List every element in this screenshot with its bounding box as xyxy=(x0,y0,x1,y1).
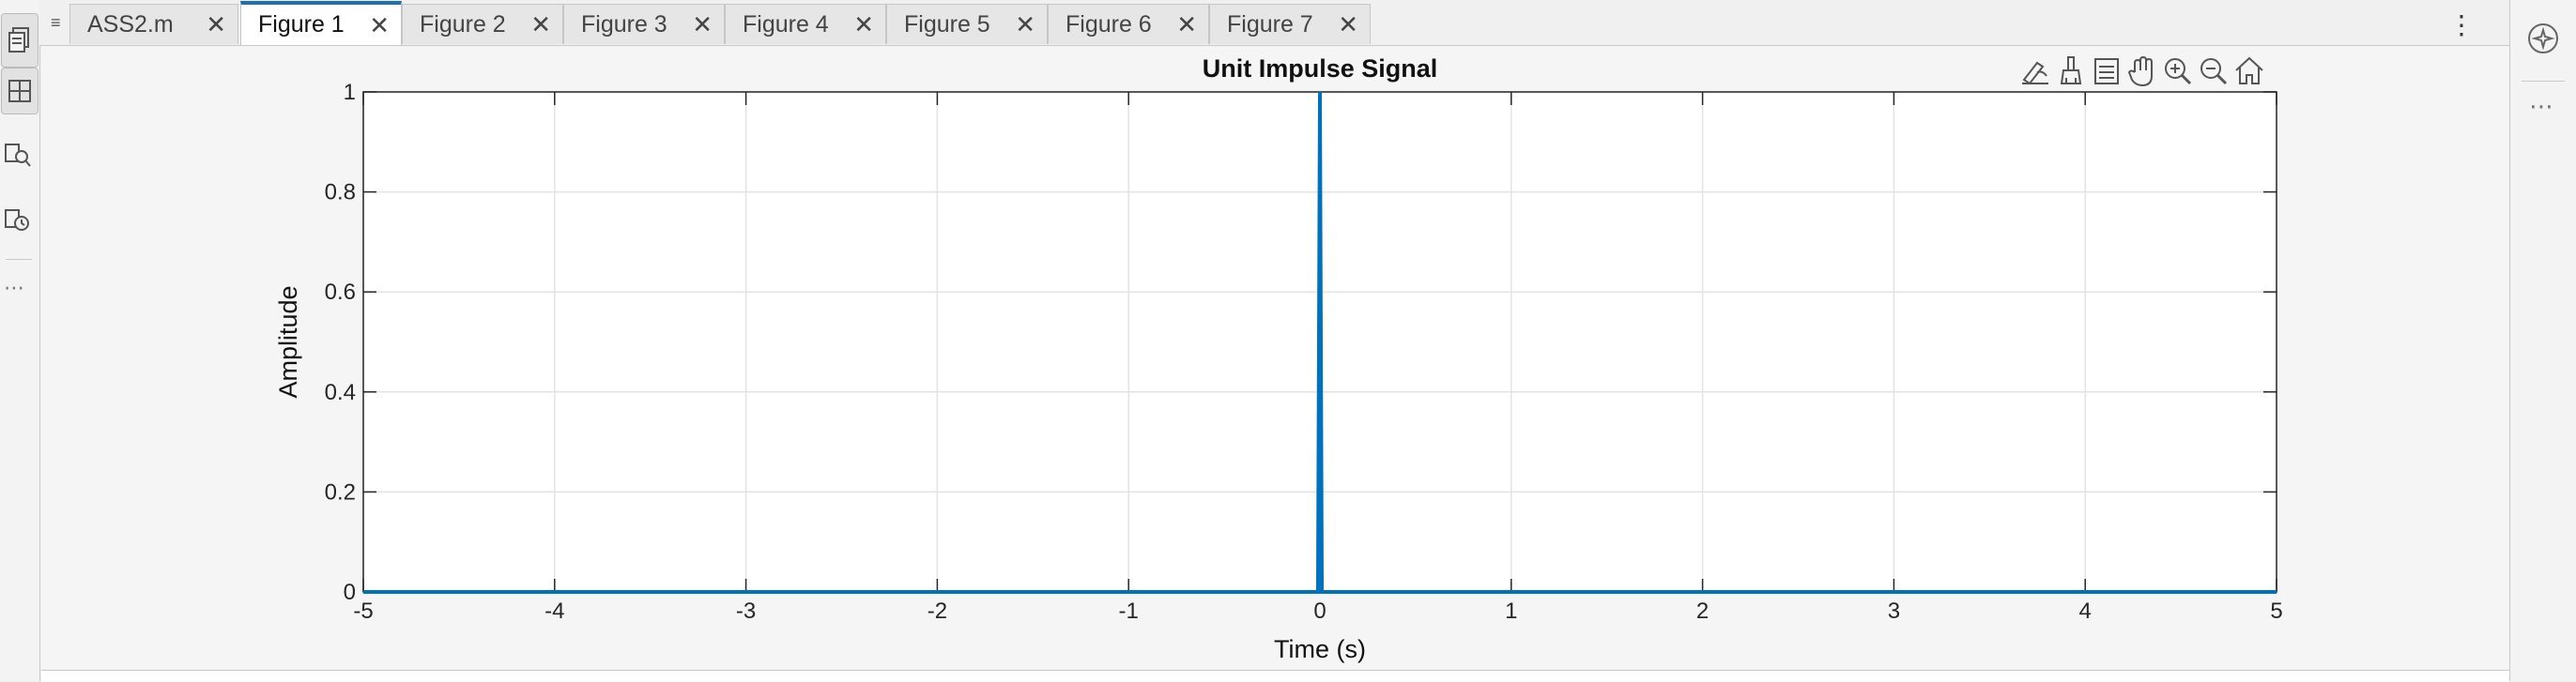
tab-figure-3[interactable]: Figure 3 ✕ xyxy=(563,4,725,44)
layout-icon[interactable] xyxy=(1,68,38,114)
axes-toolbar xyxy=(2016,52,2279,91)
brush-icon[interactable] xyxy=(2052,52,2090,91)
tab-label: Figure 3 xyxy=(581,10,667,38)
x-axis-label: Time (s) xyxy=(1274,635,1366,663)
close-icon[interactable]: ✕ xyxy=(1015,10,1035,38)
tab-figure-6[interactable]: Figure 6 ✕ xyxy=(1048,4,1209,44)
zoom-out-icon[interactable] xyxy=(2195,52,2232,91)
y-tick-label: 0.2 xyxy=(325,479,356,505)
more-icon[interactable]: ⋯ xyxy=(2529,92,2553,120)
figure-window: -5 -4 -3 -2 -1 0 1 2 3 4 5 0 0.2 0.4 0.6 0.8 1 Unit Impul… xyxy=(41,46,2510,670)
x-tick-label: -4 xyxy=(544,599,564,624)
tab-label: Figure 4 xyxy=(743,10,829,38)
tab-label: ASS2.m xyxy=(87,10,174,38)
x-tick-label: 5 xyxy=(2270,599,2282,624)
close-icon[interactable]: ✕ xyxy=(369,10,390,39)
status-strip xyxy=(41,670,2510,682)
tab-label: Figure 5 xyxy=(904,10,990,38)
more-icon[interactable]: ⋯ xyxy=(4,276,24,299)
tab-label: Figure 7 xyxy=(1227,10,1313,38)
tab-label: Figure 6 xyxy=(1066,10,1152,38)
files-icon[interactable] xyxy=(1,13,38,68)
tab-figure-1[interactable]: Figure 1 ✕ xyxy=(240,1,402,45)
tab-figure-4[interactable]: Figure 4 ✕ xyxy=(725,4,886,44)
data-tips-icon[interactable] xyxy=(2016,52,2054,91)
tab-figure-5[interactable]: Figure 5 ✕ xyxy=(886,4,1048,44)
tab-label: Figure 1 xyxy=(258,11,345,38)
y-tick-label: 1 xyxy=(344,80,356,105)
close-icon[interactable]: ✕ xyxy=(530,10,551,38)
tab-figure-7[interactable]: Figure 7 ✕ xyxy=(1209,4,1371,44)
y-tick-label: 0 xyxy=(344,580,356,605)
y-tick-label: 0.6 xyxy=(325,280,356,305)
x-tick-label: 3 xyxy=(1888,599,1900,624)
x-tick-label: 1 xyxy=(1505,599,1517,624)
data-point xyxy=(1317,591,1319,593)
x-tick-label: -2 xyxy=(928,599,947,624)
chart-title: Unit Impulse Signal xyxy=(1203,54,1438,83)
copilot-icon[interactable] xyxy=(2525,21,2561,56)
y-tick-label: 0.4 xyxy=(325,380,356,405)
tab-label: Figure 2 xyxy=(420,10,506,38)
home-icon[interactable] xyxy=(2231,52,2268,91)
close-icon[interactable]: ✕ xyxy=(1338,10,1358,38)
tabbar-options-icon[interactable]: ⋮ xyxy=(2448,10,2475,39)
tab-menu-icon[interactable]: ≡ xyxy=(51,13,61,32)
document-tabbar: ≡ ASS2.m ✕ Figure 1 ✕ Figure 2 ✕ Figure 3 ✕ Figu… xyxy=(39,0,2510,46)
x-tick-label: -3 xyxy=(736,599,756,624)
pan-hand-icon[interactable] xyxy=(2124,52,2161,91)
x-tick-label: 2 xyxy=(1696,599,1709,624)
y-axis-label: Amplitude xyxy=(274,285,302,398)
find-icon[interactable] xyxy=(0,131,36,178)
x-tick-label: -1 xyxy=(1119,599,1139,624)
x-tick-label: -5 xyxy=(353,599,373,624)
y-tick-label: 0.8 xyxy=(325,180,356,205)
data-point xyxy=(1321,591,1323,593)
data-point xyxy=(362,591,364,593)
tab-ass2-m[interactable]: ASS2.m ✕ xyxy=(69,4,238,44)
tab-figure-2[interactable]: Figure 2 ✕ xyxy=(402,4,563,44)
unit-impulse-chart[interactable]: -5 -4 -3 -2 -1 0 1 2 3 4 5 0 0.2 0.4 0.6 0.8 1 Unit Impul… xyxy=(41,46,2510,670)
close-icon[interactable]: ✕ xyxy=(853,10,874,38)
right-toolstrip: ⋯ xyxy=(2509,0,2576,681)
data-point xyxy=(1319,91,1321,93)
rail-divider xyxy=(6,259,32,260)
x-tick-label: 4 xyxy=(2079,599,2092,624)
zoom-in-icon[interactable] xyxy=(2159,52,2197,91)
legend-icon[interactable] xyxy=(2088,52,2125,91)
rail-divider xyxy=(2522,81,2565,82)
x-tick-label: 0 xyxy=(1313,599,1326,624)
close-icon[interactable]: ✕ xyxy=(1176,10,1197,38)
history-icon[interactable] xyxy=(0,197,36,244)
close-icon[interactable]: ✕ xyxy=(206,10,226,38)
left-toolstrip: ⋯ xyxy=(0,0,40,681)
close-icon[interactable]: ✕ xyxy=(692,10,713,38)
